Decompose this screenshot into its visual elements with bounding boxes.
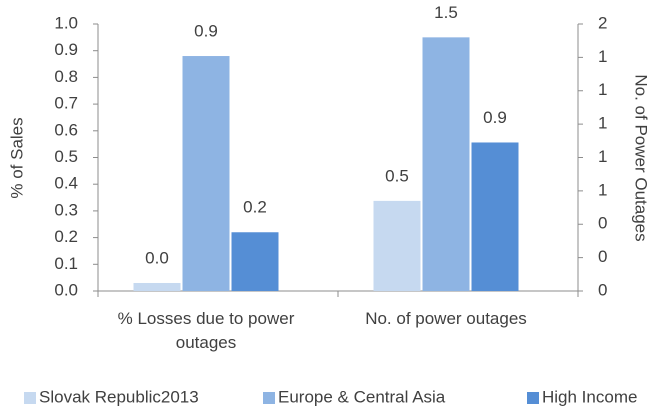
x-tick-label: No. of power outages [365, 309, 527, 328]
data-label: 0.2 [243, 198, 267, 217]
legend-swatch [263, 392, 275, 404]
y-tick-label: 0.3 [54, 200, 78, 219]
y-tick-label: 0.2 [54, 227, 78, 246]
bar [471, 142, 519, 291]
x-tick-label-box: % Losses due to power outages [117, 309, 295, 352]
data-label: 0.9 [194, 22, 218, 41]
y2-tick-label: 1 [598, 180, 607, 199]
x-tick-label-box: No. of power outages [365, 309, 527, 328]
legend-label: Slovak Republic2013 [39, 387, 199, 406]
data-label: 1.5 [434, 3, 458, 22]
legend-label: High Income [542, 387, 637, 406]
y2-tick-label: 1 [598, 47, 607, 66]
y2-axis-title: No. of Power Outages [632, 74, 651, 241]
y-tick-label: 0.8 [54, 67, 78, 86]
y2-tick-label: 1 [598, 80, 607, 99]
y-tick-label: 0.9 [54, 40, 78, 59]
y-tick-label: 0.4 [54, 174, 78, 193]
y-tick-label: 0.0 [54, 280, 78, 299]
y-tick-label: 1.0 [54, 13, 78, 32]
y-tick-label: 0.5 [54, 147, 78, 166]
legend-swatch [24, 392, 36, 404]
y2-tick-label: 1 [598, 114, 607, 133]
bar [182, 56, 230, 291]
data-label: 0.0 [145, 248, 169, 267]
y-tick-label: 0.7 [54, 94, 78, 113]
y-axis-title: % of Sales [7, 117, 26, 198]
bar [373, 200, 421, 291]
y2-tick-label: 0 [598, 214, 607, 233]
y2-tick-label: 0 [598, 247, 607, 266]
x-tick-label: % Losses due to power outages [117, 309, 295, 352]
data-label: 0.5 [385, 166, 409, 185]
y2-tick-label: 1 [598, 147, 607, 166]
data-label: 0.9 [483, 108, 507, 127]
y-tick-label: 0.1 [54, 254, 78, 273]
y2-tick-label: 2 [598, 13, 607, 32]
y-tick-label: 0.6 [54, 120, 78, 139]
legend-swatch [527, 392, 539, 404]
y2-tick-label: 0 [598, 280, 607, 299]
bar [133, 282, 181, 291]
bar [231, 232, 279, 291]
bar [422, 37, 470, 291]
legend-label: Europe & Central Asia [278, 387, 446, 406]
